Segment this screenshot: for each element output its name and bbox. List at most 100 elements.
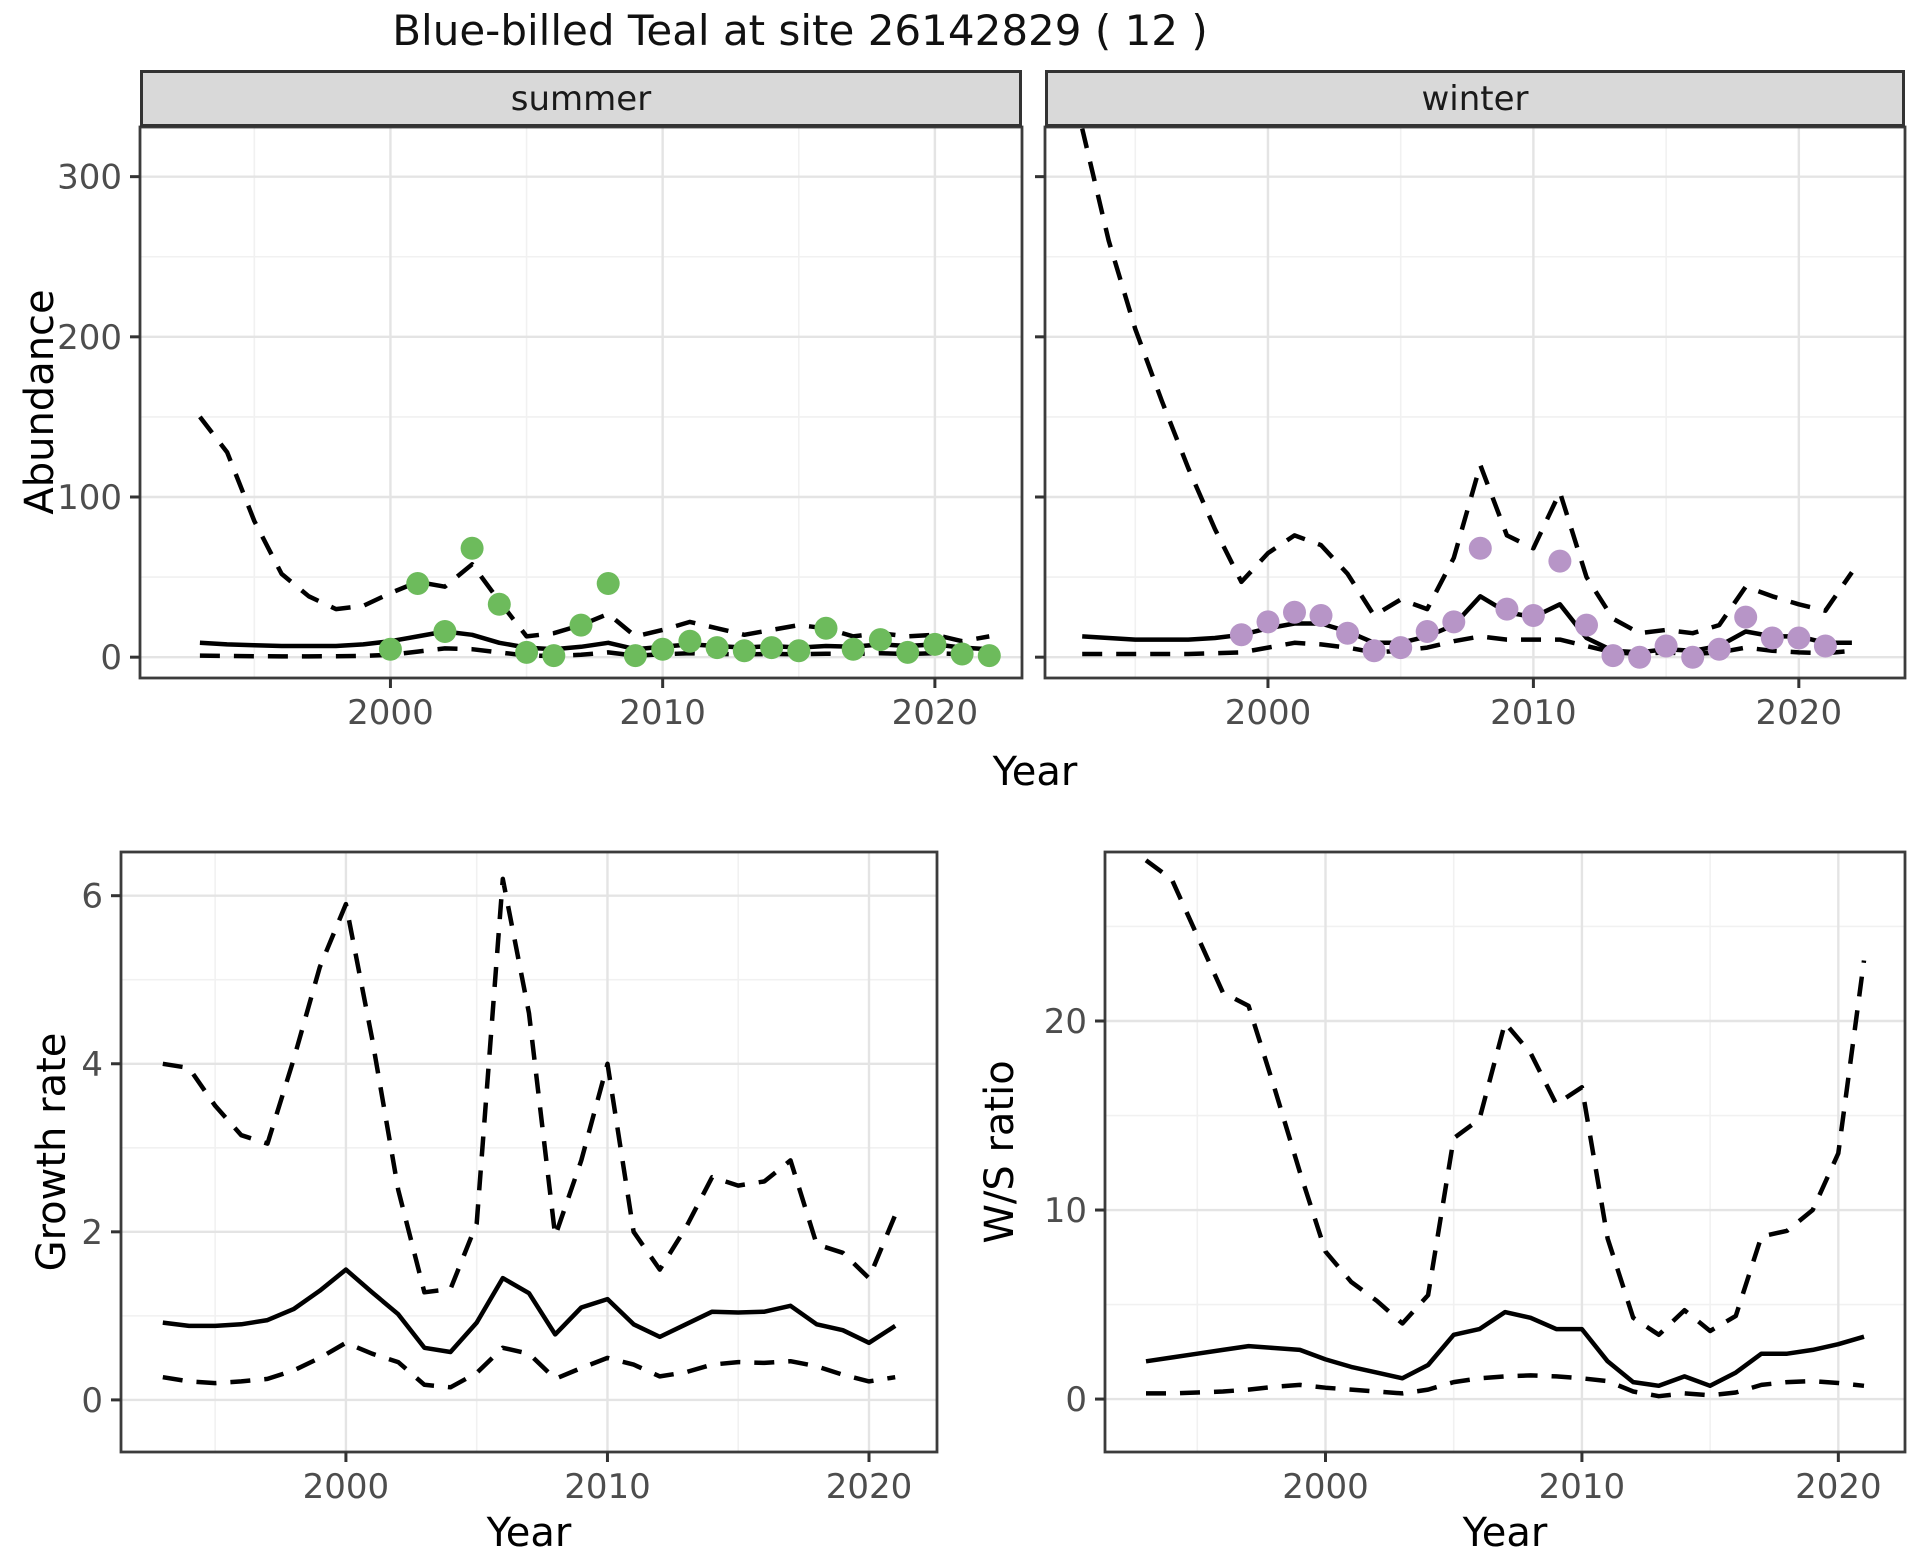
x-axis-title-year-ws: Year (1462, 1510, 1548, 1556)
panel-background (1045, 127, 1905, 678)
data-point (1681, 645, 1705, 669)
y-tick-label: 10 (1044, 1191, 1087, 1231)
x-tick-label: 2000 (1225, 693, 1312, 733)
data-point (814, 616, 838, 640)
panel-ws-ratio: 2000 2010 2020 0 10 20 (1044, 850, 1907, 1507)
data-point (433, 620, 457, 643)
series-upper95 (198, 415, 990, 644)
panel-border (1103, 850, 1907, 1454)
series-median (162, 1267, 897, 1355)
data-point (760, 636, 784, 660)
data-point (460, 536, 484, 560)
x-tick-label: 2010 (564, 1467, 651, 1507)
panel-border (1043, 125, 1907, 680)
data-point (1256, 610, 1280, 634)
data-point (596, 572, 620, 595)
x-tick-label: 2020 (826, 1467, 913, 1507)
panel-background (1105, 852, 1905, 1452)
data-point (1336, 621, 1360, 645)
chart-title: Blue-billed Teal at site 26142829 ( 12 ) (392, 6, 1208, 55)
axis-ticks: 2000 2010 2020 0 2 4 6 (81, 877, 912, 1507)
y-axis-title-growth-rate: Growth rate (29, 1032, 75, 1272)
data-point (569, 613, 593, 637)
data-point (1734, 605, 1758, 629)
facet-strip-winter: winter (1045, 70, 1905, 127)
panel-border (138, 125, 1024, 680)
x-tick-label: 2020 (1756, 693, 1843, 733)
x-tick-label: 2000 (347, 693, 434, 733)
y-tick-label: 6 (81, 877, 103, 917)
data-point (1813, 634, 1837, 658)
axis-ticks: 2000 2010 2020 0 10 20 (1044, 1002, 1882, 1507)
y-axis-title-ws-ratio: W/S ratio (977, 1060, 1023, 1244)
data-point (623, 644, 647, 668)
facet-strip-summer-label: summer (510, 78, 652, 119)
y-tick-label: 0 (1065, 1380, 1087, 1420)
y-tick-label: 0 (81, 1381, 103, 1421)
x-axis-title-year-top: Year (992, 749, 1078, 795)
series-lower95 (162, 1340, 896, 1390)
data-point (651, 637, 675, 661)
data-point (868, 628, 892, 652)
data-point (896, 640, 920, 664)
series-group (198, 415, 1001, 668)
points-group (378, 536, 1001, 668)
data-point (378, 637, 402, 661)
y-tick-label: 4 (81, 1045, 103, 1085)
panel-background (121, 852, 937, 1452)
panel-growth-rate: 2000 2010 2020 0 2 4 6 (81, 850, 939, 1507)
data-point (1283, 600, 1306, 624)
facet-strip-summer: summer (140, 70, 1022, 127)
x-tick-label: 2020 (892, 693, 979, 733)
data-point (1787, 626, 1811, 650)
data-point (1548, 549, 1572, 573)
x-tick-label: 2000 (303, 1467, 390, 1507)
y-axis-title-abundance: Abundance (17, 289, 63, 515)
data-point (1468, 536, 1492, 560)
x-tick-label: 2020 (1795, 1467, 1882, 1507)
axis-ticks: 2000 2010 2020 (1035, 175, 1843, 733)
series-group (1144, 858, 1867, 1399)
x-tick-label: 2000 (1282, 1467, 1369, 1507)
panel-background (140, 127, 1022, 678)
data-point (515, 640, 539, 664)
data-point (705, 636, 729, 660)
y-tick-label: 20 (1044, 1002, 1087, 1042)
data-point (1389, 636, 1413, 660)
facet-strip-winter-label: winter (1421, 78, 1529, 119)
x-axis-title-year-growth: Year (486, 1510, 572, 1556)
data-point (1707, 637, 1731, 661)
data-point (1654, 634, 1678, 658)
panel-abundance-summer: 2000 2010 2020 0 100 200 300 (57, 125, 1024, 733)
data-point (487, 592, 511, 616)
data-point (678, 629, 702, 653)
data-point (1495, 597, 1519, 621)
data-point (1760, 626, 1784, 650)
data-point (1309, 604, 1333, 627)
data-point (732, 639, 756, 663)
data-point (1362, 639, 1386, 663)
data-point (923, 632, 947, 656)
y-tick-label: 200 (57, 318, 122, 358)
points-group (1229, 536, 1837, 669)
y-tick-label: 100 (57, 478, 122, 518)
data-point (1229, 623, 1253, 647)
data-point (1415, 620, 1439, 643)
data-point (1575, 613, 1598, 637)
series-lower95 (1146, 1373, 1865, 1399)
data-point (950, 642, 974, 666)
series-upper95 (1144, 858, 1867, 1338)
series-median (1145, 1309, 1865, 1389)
axis-ticks: 2000 2010 2020 0 100 200 300 (57, 158, 978, 733)
data-point (1601, 644, 1625, 668)
data-point (542, 644, 566, 668)
y-tick-label: 0 (100, 638, 122, 678)
data-point (787, 639, 811, 663)
data-point (977, 644, 1001, 668)
series-group (162, 876, 898, 1390)
data-point (406, 572, 430, 595)
data-point (1628, 645, 1652, 669)
data-point (1521, 604, 1545, 627)
